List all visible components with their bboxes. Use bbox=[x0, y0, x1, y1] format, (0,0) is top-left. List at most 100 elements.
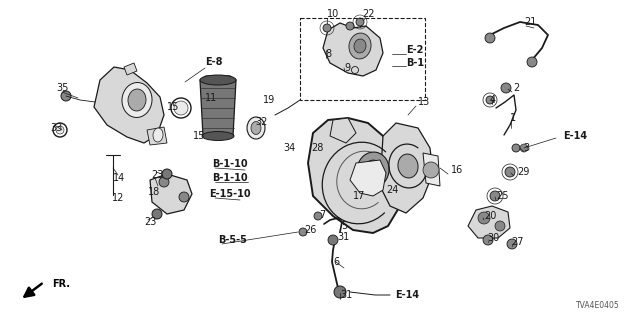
Text: 26: 26 bbox=[304, 225, 316, 235]
Circle shape bbox=[56, 126, 64, 134]
Text: 15: 15 bbox=[167, 102, 179, 112]
Polygon shape bbox=[323, 23, 383, 76]
Circle shape bbox=[328, 235, 338, 245]
Circle shape bbox=[485, 33, 495, 43]
Circle shape bbox=[512, 144, 520, 152]
Text: 2: 2 bbox=[513, 83, 519, 93]
Polygon shape bbox=[150, 174, 192, 214]
Text: 21: 21 bbox=[524, 17, 536, 27]
Circle shape bbox=[299, 228, 307, 236]
Text: 3: 3 bbox=[523, 143, 529, 153]
Text: 9: 9 bbox=[344, 63, 350, 73]
Text: 11: 11 bbox=[205, 93, 217, 103]
Ellipse shape bbox=[202, 132, 234, 140]
Ellipse shape bbox=[251, 122, 261, 134]
Text: 7: 7 bbox=[319, 210, 325, 220]
Text: 27: 27 bbox=[511, 237, 524, 247]
Polygon shape bbox=[147, 127, 167, 145]
Polygon shape bbox=[94, 67, 164, 143]
Ellipse shape bbox=[357, 152, 389, 188]
Text: E-2: E-2 bbox=[406, 45, 424, 55]
Polygon shape bbox=[124, 63, 137, 75]
Polygon shape bbox=[423, 153, 440, 186]
Circle shape bbox=[323, 24, 331, 32]
Circle shape bbox=[501, 83, 511, 93]
Polygon shape bbox=[350, 160, 386, 196]
Text: 13: 13 bbox=[418, 97, 430, 107]
Text: FR.: FR. bbox=[52, 279, 70, 289]
Circle shape bbox=[520, 144, 528, 152]
Ellipse shape bbox=[200, 75, 236, 85]
Text: 18: 18 bbox=[148, 187, 160, 197]
Circle shape bbox=[527, 57, 537, 67]
Circle shape bbox=[478, 212, 490, 224]
Circle shape bbox=[423, 162, 439, 178]
Bar bbox=[300, 18, 425, 100]
Text: 30: 30 bbox=[487, 233, 499, 243]
Text: 17: 17 bbox=[353, 191, 365, 201]
Ellipse shape bbox=[247, 117, 265, 139]
Ellipse shape bbox=[398, 154, 418, 178]
Circle shape bbox=[346, 22, 354, 30]
Text: 34: 34 bbox=[283, 143, 295, 153]
Circle shape bbox=[334, 286, 346, 298]
Text: 19: 19 bbox=[263, 95, 275, 105]
Text: 24: 24 bbox=[386, 185, 398, 195]
Text: E-14: E-14 bbox=[563, 131, 587, 141]
Text: TVA4E0405: TVA4E0405 bbox=[576, 301, 620, 310]
Ellipse shape bbox=[349, 33, 371, 59]
Text: 31: 31 bbox=[340, 290, 352, 300]
Circle shape bbox=[483, 235, 493, 245]
Text: B-1-10: B-1-10 bbox=[212, 173, 248, 183]
Ellipse shape bbox=[354, 39, 366, 53]
Text: 33: 33 bbox=[50, 123, 62, 133]
Circle shape bbox=[505, 167, 515, 177]
Circle shape bbox=[152, 209, 162, 219]
Text: 35: 35 bbox=[56, 83, 68, 93]
Ellipse shape bbox=[128, 89, 146, 111]
Text: 22: 22 bbox=[362, 9, 374, 19]
Text: 31: 31 bbox=[337, 232, 349, 242]
Ellipse shape bbox=[364, 160, 382, 180]
Text: 10: 10 bbox=[327, 9, 339, 19]
Polygon shape bbox=[380, 123, 433, 213]
Text: 4: 4 bbox=[490, 95, 496, 105]
Text: 25: 25 bbox=[496, 191, 509, 201]
Text: 23: 23 bbox=[144, 217, 156, 227]
Text: 29: 29 bbox=[517, 167, 529, 177]
Circle shape bbox=[507, 239, 517, 249]
Text: 12: 12 bbox=[112, 193, 124, 203]
Circle shape bbox=[490, 191, 500, 201]
Text: 8: 8 bbox=[325, 49, 331, 59]
Circle shape bbox=[159, 177, 169, 187]
Circle shape bbox=[314, 212, 322, 220]
Text: 16: 16 bbox=[451, 165, 463, 175]
Polygon shape bbox=[330, 118, 356, 143]
Text: E-8: E-8 bbox=[205, 57, 223, 67]
Text: B-1-10: B-1-10 bbox=[212, 159, 248, 169]
Circle shape bbox=[162, 169, 172, 179]
Circle shape bbox=[486, 96, 494, 104]
Text: E-15-10: E-15-10 bbox=[209, 189, 251, 199]
Circle shape bbox=[356, 18, 364, 26]
Ellipse shape bbox=[153, 128, 163, 142]
Polygon shape bbox=[468, 206, 510, 238]
Text: E-14: E-14 bbox=[395, 290, 419, 300]
Polygon shape bbox=[308, 118, 403, 233]
Circle shape bbox=[179, 192, 189, 202]
Circle shape bbox=[495, 221, 505, 231]
Text: B-5-5: B-5-5 bbox=[218, 235, 247, 245]
Text: 15: 15 bbox=[193, 131, 205, 141]
Text: 20: 20 bbox=[484, 211, 497, 221]
Text: 6: 6 bbox=[333, 257, 339, 267]
Polygon shape bbox=[200, 76, 236, 136]
Text: 32: 32 bbox=[255, 117, 268, 127]
Circle shape bbox=[61, 91, 71, 101]
Text: 23: 23 bbox=[151, 170, 163, 180]
Text: 28: 28 bbox=[311, 143, 323, 153]
Text: 14: 14 bbox=[113, 173, 125, 183]
Text: 1: 1 bbox=[510, 113, 516, 123]
Text: 5: 5 bbox=[341, 221, 348, 231]
Circle shape bbox=[174, 101, 188, 115]
Ellipse shape bbox=[122, 83, 152, 117]
